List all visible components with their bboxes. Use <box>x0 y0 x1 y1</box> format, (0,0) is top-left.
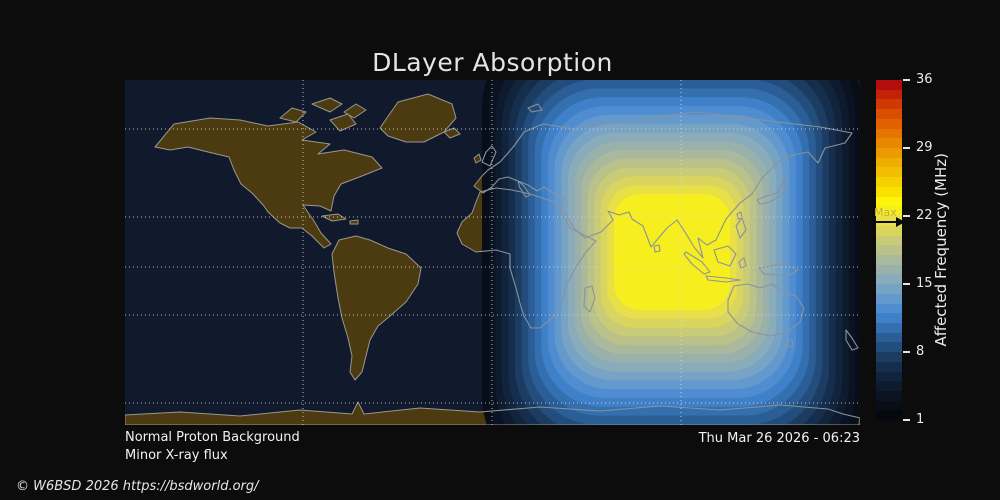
graticule-grid <box>125 80 860 425</box>
colorbar-band <box>876 109 902 119</box>
colorbar-band <box>876 245 902 255</box>
xray-status: Minor X-ray flux <box>125 448 228 463</box>
colorbar-band <box>876 332 902 343</box>
colorbar-band <box>876 342 902 353</box>
colorbar-band <box>876 225 902 236</box>
colorbar-band <box>876 118 902 129</box>
colorbar-band <box>876 313 902 323</box>
colorbar-band <box>876 177 902 187</box>
colorbar-band <box>876 89 902 100</box>
colorbar-band <box>876 254 902 265</box>
colorbar-band <box>876 371 902 382</box>
colorbar-band <box>876 361 902 372</box>
colorbar-band <box>876 274 902 285</box>
colorbar-band <box>876 138 902 149</box>
colorbar-band <box>876 284 902 294</box>
colorbar-ticks: 36 29 22 15 8 1 <box>903 72 963 427</box>
map-timestamp: Thu Mar 26 2026 - 06:23 <box>698 431 860 446</box>
colorbar-band <box>876 303 902 314</box>
max-marker-label: Max <box>874 205 897 219</box>
colorbar <box>876 80 902 421</box>
colorbar-band <box>876 322 902 333</box>
colorbar-band <box>876 381 902 391</box>
proton-status: Normal Proton Background <box>125 430 300 445</box>
colorbar-band <box>876 186 902 197</box>
colorbar-band <box>876 128 902 139</box>
absorption-contours <box>482 80 860 425</box>
colorbar-band <box>876 352 902 362</box>
colorbar-band <box>876 264 902 275</box>
page-title: DLayer Absorption <box>372 48 613 77</box>
colorbar-band <box>876 235 902 246</box>
flux-status: Normal Proton Background Minor X-ray flu… <box>125 429 300 465</box>
copyright-note: © W6BSD 2026 https://bsdworld.org/ <box>16 479 259 494</box>
colorbar-axis-label: Affected Frequency (MHz) <box>932 153 950 347</box>
colorbar-band <box>876 157 902 168</box>
colorbar-band <box>876 206 902 217</box>
world-map <box>125 80 860 425</box>
colorbar-band <box>876 99 902 110</box>
colorbar-band <box>876 196 902 207</box>
colorbar-band <box>876 167 902 178</box>
max-arrow-icon <box>873 220 897 223</box>
colorbar-band <box>876 410 902 421</box>
colorbar-band <box>876 400 902 411</box>
colorbar-band <box>876 148 902 158</box>
colorbar-band <box>876 293 902 304</box>
colorbar-band <box>876 391 902 401</box>
max-arrow-head-icon <box>896 216 905 227</box>
world-map-svg <box>125 80 860 425</box>
colorbar-band <box>876 80 902 90</box>
